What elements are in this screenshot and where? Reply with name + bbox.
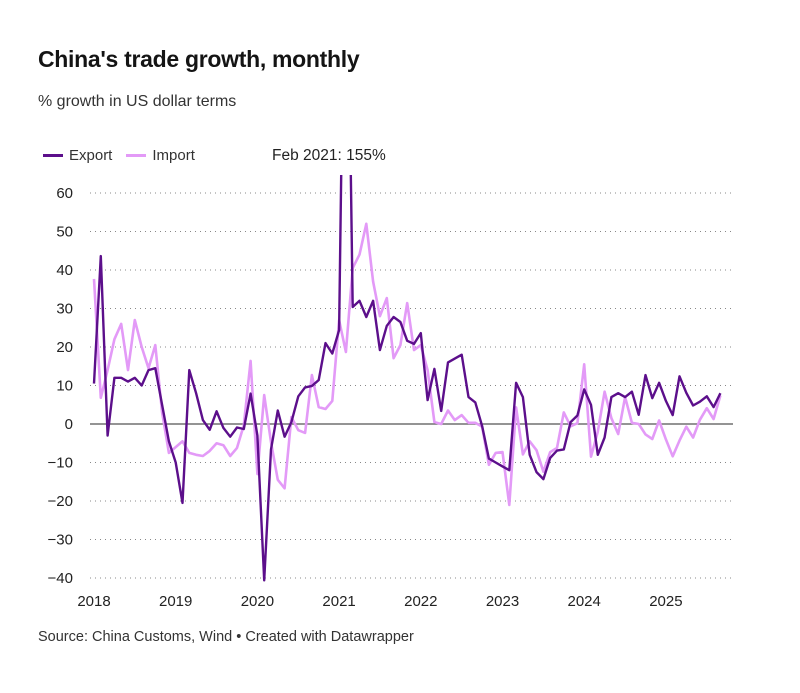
x-axis-ticks: 2018 2019 2020 2021 2022 2023 2024 2025	[77, 593, 682, 610]
x-tick-label: 2019	[159, 593, 192, 610]
y-axis-ticks: 60 50 40 30 20 10 0 −10 −20 −30 −40	[48, 185, 73, 587]
x-tick-label: 2023	[486, 593, 519, 610]
y-tick-label: 50	[56, 224, 73, 241]
legend-item-export: Export	[43, 147, 112, 164]
legend-label-import: Import	[152, 147, 195, 164]
y-tick-label: −30	[48, 532, 73, 549]
chart-subtitle: % growth in US dollar terms	[38, 93, 237, 110]
annotation-feb-2021: Feb 2021: 155%	[272, 147, 386, 164]
y-tick-label: −10	[48, 455, 73, 472]
series-line-import	[92, 222, 722, 507]
gridlines	[90, 192, 733, 579]
legend-label-export: Export	[69, 147, 113, 164]
y-tick-label: −20	[48, 493, 73, 510]
source-footer: Source: China Customs, Wind • Created wi…	[38, 629, 414, 645]
y-tick-label: 40	[56, 262, 73, 279]
x-tick-label: 2024	[568, 593, 601, 610]
y-tick-label: 10	[56, 378, 73, 395]
legend-swatch-export	[43, 154, 63, 157]
legend-item-import: Import	[126, 147, 195, 164]
y-tick-label: 30	[56, 301, 73, 318]
chart-title: China's trade growth, monthly	[38, 46, 360, 72]
legend: Export Import	[43, 147, 209, 164]
x-tick-label: 2022	[404, 593, 437, 610]
y-tick-label: 0	[65, 416, 73, 433]
x-tick-label: 2025	[649, 593, 682, 610]
series-line-export	[92, 175, 722, 582]
y-tick-label: 60	[56, 185, 73, 202]
x-tick-label: 2018	[77, 593, 110, 610]
y-tick-label: −40	[48, 570, 73, 587]
x-tick-label: 2020	[241, 593, 274, 610]
legend-swatch-import	[126, 154, 147, 157]
series-lines	[92, 175, 722, 582]
x-tick-label: 2021	[322, 593, 355, 610]
y-tick-label: 20	[56, 339, 73, 356]
